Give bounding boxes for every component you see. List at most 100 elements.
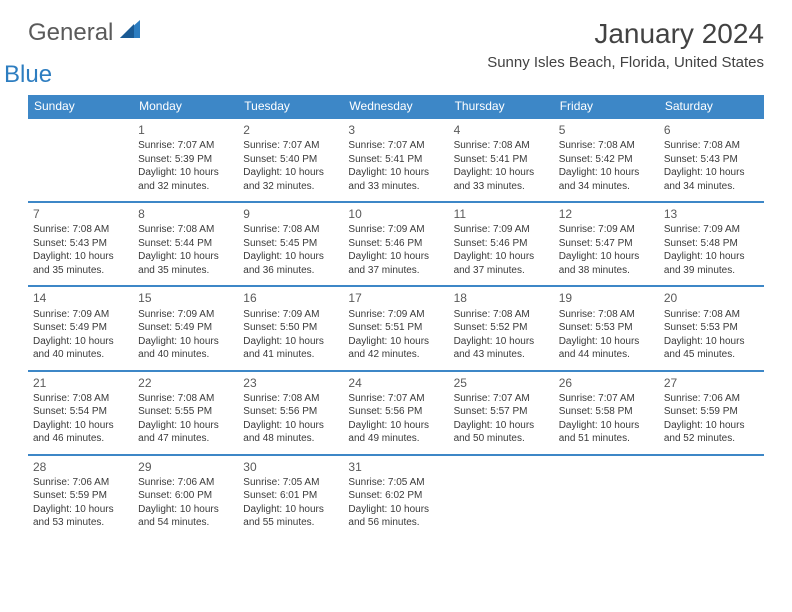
day-number: 27 [664,375,759,391]
sunrise-text: Sunrise: 7:06 AM [138,476,233,490]
day-number: 19 [559,290,654,306]
sunset-text: Sunset: 5:53 PM [664,321,759,335]
day-number: 22 [138,375,233,391]
day-number: 6 [664,122,759,138]
sunset-text: Sunset: 5:43 PM [664,153,759,167]
daylight-line2: and 47 minutes. [138,432,233,446]
daylight-line2: and 53 minutes. [33,516,128,530]
daylight-line1: Daylight: 10 hours [664,166,759,180]
day-header: Sunday [28,95,133,118]
daylight-line1: Daylight: 10 hours [348,166,443,180]
sunrise-text: Sunrise: 7:09 AM [454,223,549,237]
daylight-line1: Daylight: 10 hours [348,419,443,433]
day-cell: 1Sunrise: 7:07 AMSunset: 5:39 PMDaylight… [133,118,238,202]
daylight-line1: Daylight: 10 hours [243,419,338,433]
logo-word-blue: Blue [4,63,146,87]
daylight-line1: Daylight: 10 hours [138,503,233,517]
daylight-line1: Daylight: 10 hours [348,335,443,349]
day-number: 12 [559,206,654,222]
sunrise-text: Sunrise: 7:07 AM [243,139,338,153]
daylight-line1: Daylight: 10 hours [559,419,654,433]
sunrise-text: Sunrise: 7:07 AM [348,139,443,153]
day-number: 21 [33,375,128,391]
title-block: January 2024 Sunny Isles Beach, Florida,… [487,18,764,71]
day-cell: 10Sunrise: 7:09 AMSunset: 5:46 PMDayligh… [343,202,448,286]
daylight-line1: Daylight: 10 hours [664,335,759,349]
daylight-line1: Daylight: 10 hours [138,250,233,264]
day-number: 13 [664,206,759,222]
sunrise-text: Sunrise: 7:08 AM [33,223,128,237]
daylight-line1: Daylight: 10 hours [33,419,128,433]
daylight-line1: Daylight: 10 hours [348,250,443,264]
sunset-text: Sunset: 5:58 PM [559,405,654,419]
sunset-text: Sunset: 5:45 PM [243,237,338,251]
sunset-text: Sunset: 6:02 PM [348,489,443,503]
daylight-line1: Daylight: 10 hours [33,250,128,264]
day-header: Tuesday [238,95,343,118]
daylight-line1: Daylight: 10 hours [454,419,549,433]
sunset-text: Sunset: 5:56 PM [243,405,338,419]
daylight-line2: and 36 minutes. [243,264,338,278]
sunrise-text: Sunrise: 7:09 AM [664,223,759,237]
daylight-line2: and 43 minutes. [454,348,549,362]
calendar-table: Sunday Monday Tuesday Wednesday Thursday… [28,95,764,538]
day-cell: 8Sunrise: 7:08 AMSunset: 5:44 PMDaylight… [133,202,238,286]
logo-word-general: General [28,19,113,46]
sunrise-text: Sunrise: 7:08 AM [138,223,233,237]
day-number: 1 [138,122,233,138]
day-cell [659,455,764,538]
day-number: 20 [664,290,759,306]
sunrise-text: Sunrise: 7:07 AM [454,392,549,406]
daylight-line2: and 41 minutes. [243,348,338,362]
logo: General Blue [28,18,146,87]
sunset-text: Sunset: 5:46 PM [454,237,549,251]
day-number: 10 [348,206,443,222]
daylight-line1: Daylight: 10 hours [664,250,759,264]
sunset-text: Sunset: 5:49 PM [138,321,233,335]
day-header: Thursday [449,95,554,118]
day-cell: 14Sunrise: 7:09 AMSunset: 5:49 PMDayligh… [28,286,133,370]
day-cell: 30Sunrise: 7:05 AMSunset: 6:01 PMDayligh… [238,455,343,538]
sunset-text: Sunset: 5:55 PM [138,405,233,419]
sunset-text: Sunset: 5:49 PM [33,321,128,335]
daylight-line2: and 56 minutes. [348,516,443,530]
day-cell: 24Sunrise: 7:07 AMSunset: 5:56 PMDayligh… [343,371,448,455]
day-cell: 15Sunrise: 7:09 AMSunset: 5:49 PMDayligh… [133,286,238,370]
day-number: 23 [243,375,338,391]
day-number: 9 [243,206,338,222]
day-cell: 11Sunrise: 7:09 AMSunset: 5:46 PMDayligh… [449,202,554,286]
sunrise-text: Sunrise: 7:07 AM [559,392,654,406]
sunrise-text: Sunrise: 7:08 AM [454,308,549,322]
day-cell: 21Sunrise: 7:08 AMSunset: 5:54 PMDayligh… [28,371,133,455]
daylight-line1: Daylight: 10 hours [348,503,443,517]
daylight-line1: Daylight: 10 hours [33,503,128,517]
sunrise-text: Sunrise: 7:08 AM [454,139,549,153]
daylight-line2: and 33 minutes. [348,180,443,194]
day-header: Saturday [659,95,764,118]
daylight-line2: and 42 minutes. [348,348,443,362]
week-row: 28Sunrise: 7:06 AMSunset: 5:59 PMDayligh… [28,455,764,538]
sunset-text: Sunset: 5:41 PM [454,153,549,167]
sunset-text: Sunset: 5:40 PM [243,153,338,167]
day-number: 31 [348,459,443,475]
daylight-line1: Daylight: 10 hours [243,503,338,517]
daylight-line1: Daylight: 10 hours [559,166,654,180]
day-header: Monday [133,95,238,118]
week-row: 7Sunrise: 7:08 AMSunset: 5:43 PMDaylight… [28,202,764,286]
daylight-line2: and 34 minutes. [559,180,654,194]
sunset-text: Sunset: 5:57 PM [454,405,549,419]
daylight-line2: and 51 minutes. [559,432,654,446]
day-cell: 26Sunrise: 7:07 AMSunset: 5:58 PMDayligh… [554,371,659,455]
daylight-line1: Daylight: 10 hours [138,419,233,433]
sunset-text: Sunset: 5:43 PM [33,237,128,251]
daylight-line1: Daylight: 10 hours [454,166,549,180]
day-number: 3 [348,122,443,138]
daylight-line2: and 40 minutes. [33,348,128,362]
sunrise-text: Sunrise: 7:08 AM [664,308,759,322]
sunrise-text: Sunrise: 7:09 AM [138,308,233,322]
day-cell [449,455,554,538]
day-header-row: Sunday Monday Tuesday Wednesday Thursday… [28,95,764,118]
day-number: 11 [454,206,549,222]
location-text: Sunny Isles Beach, Florida, United State… [487,54,764,71]
day-number: 17 [348,290,443,306]
